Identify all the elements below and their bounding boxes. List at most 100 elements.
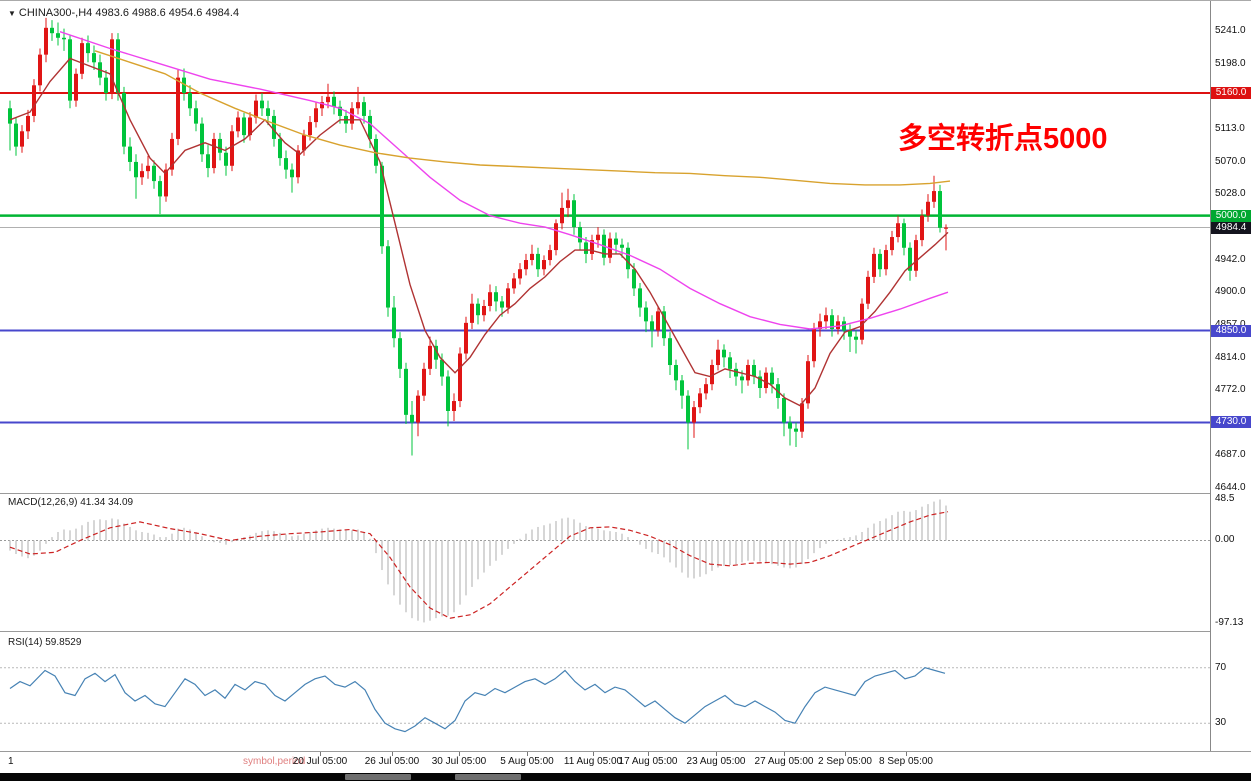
macd-histogram-bar [813,540,815,554]
main-price-chart[interactable] [0,1,1210,493]
macd-histogram-bar [69,530,71,541]
candle-body [476,303,480,316]
candle-body [542,260,546,270]
candle-body [380,165,384,247]
candle-body [158,181,162,197]
candle-body [170,138,174,170]
price-badge-4730.0: 4730.0 [1211,416,1251,428]
macd-histogram-bar [123,523,125,541]
price-badge-5160.0: 5160.0 [1211,87,1251,99]
time-tick [527,752,528,756]
macd-histogram-bar [177,528,179,541]
macd-histogram-bar [543,525,545,541]
price-badge-4850.0: 4850.0 [1211,325,1251,337]
rsi-indicator-panel[interactable] [0,633,1210,751]
macd-histogram-bar [645,540,647,549]
macd-histogram-bar [657,540,659,554]
macd-histogram-bar [849,537,851,541]
candle-body [458,353,462,402]
macd-histogram-bar [861,532,863,541]
macd-histogram-bar [231,540,233,543]
macd-histogram-bar [747,540,749,561]
candle-body [506,288,510,308]
candle-body [230,131,234,166]
macd-histogram-bar [423,540,425,623]
candle-body [320,102,324,109]
panel-divider[interactable] [0,631,1251,632]
macd-histogram-bar [321,528,323,541]
macd-histogram-bar [891,515,893,541]
chart-menu-icon[interactable]: ▼ [8,9,16,18]
taskbar-item[interactable] [345,774,411,780]
candle-body [566,200,570,208]
candle-body [590,240,594,254]
candle-body [86,43,90,54]
candle-body [704,384,708,394]
macd-histogram-bar [807,540,809,560]
candle-body [224,152,228,166]
candle-body [560,207,564,224]
candle-body [362,102,366,116]
macd-histogram-bar [297,535,299,541]
candle-body [812,329,816,362]
macd-histogram-bar [405,540,407,613]
candle-body [830,315,834,329]
taskbar-item[interactable] [455,774,521,780]
panel-divider[interactable] [0,493,1251,494]
chart-title: ▼ CHINA300-,H4 4983.6 4988.6 4954.6 4984.… [8,7,239,19]
macd-histogram-bar [687,540,689,578]
candle-body [860,303,864,340]
candle-body [14,123,18,147]
macd-histogram-bar [525,533,527,541]
candle-body [554,223,558,251]
candle-body [746,365,750,381]
macd-histogram-bar [471,540,473,587]
ma-fast [9,57,949,407]
macd-histogram-bar [621,533,623,541]
candle-body [914,240,918,271]
candle-body [728,357,732,369]
macd-histogram-bar [171,533,173,541]
time-tick [906,752,907,756]
macd-histogram-bar [495,540,497,561]
candle-body [386,246,390,308]
candle-body [494,292,498,302]
candle-body [44,27,48,55]
candle-body [272,115,276,139]
macd-histogram-bar [153,534,155,541]
time-label: 23 Aug 05:00 [686,756,746,767]
macd-histogram-bar [573,519,575,541]
time-axis[interactable]: 1 symbol,period 20 Jul 05:00 26 Jul 05:00… [0,751,1251,774]
candle-body [452,401,456,411]
macd-histogram-bar [777,540,779,566]
macd-histogram-bar [135,530,137,541]
candle-body [284,158,288,170]
macd-histogram-bar [309,532,311,541]
price-tick: 5070.0 [1215,156,1246,167]
candle-body [632,269,636,289]
macd-histogram-bar [291,536,293,541]
macd-histogram-bar [213,540,215,543]
candle-body [518,269,522,279]
chart-annotation-text[interactable]: 多空转折点5000 [898,123,1108,155]
macd-histogram-bar [357,529,359,541]
candle-body [800,403,804,432]
macd-histogram-bar [459,540,461,605]
macd-histogram-bar [723,540,725,566]
macd-indicator-panel[interactable] [0,494,1210,630]
candle-body [464,322,468,354]
macd-histogram-bar [729,540,731,565]
candle-body [356,102,360,109]
candle-body [650,321,654,331]
candle-body [110,39,114,93]
macd-histogram-bar [945,505,947,541]
candle-body [674,365,678,381]
candle-body [536,253,540,270]
candle-body [410,414,414,423]
macd-histogram-bar [693,540,695,579]
price-axis[interactable]: 5241.0 5198.0 5113.0 5070.0 5028.0 4942.0 4900… [1210,1,1251,751]
candle-body [206,154,210,169]
macd-histogram-bar [345,530,347,541]
candle-body [932,191,936,202]
candle-body [236,117,240,132]
